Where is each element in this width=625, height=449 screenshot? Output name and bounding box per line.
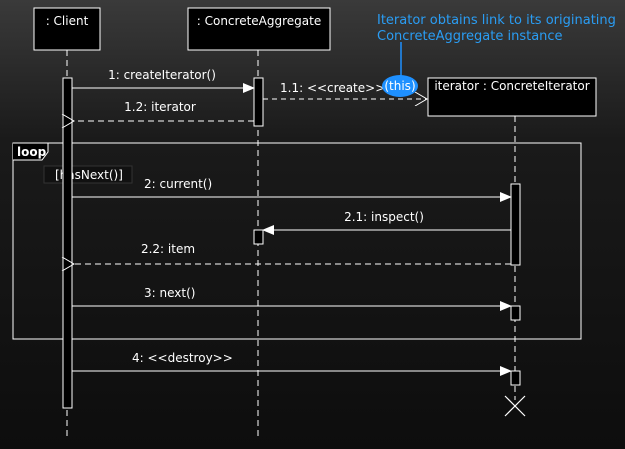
activation-client <box>62 77 73 409</box>
message-1-label: 1: createIterator() <box>108 68 216 82</box>
message-1-2: 1.2: iterator <box>74 100 254 121</box>
activation-iterator-1 <box>510 183 521 266</box>
activation-aggregate-2 <box>253 229 264 245</box>
message-2: 2: current() <box>72 177 512 202</box>
loop-operator-label: loop <box>17 145 47 159</box>
message-2-label: 2: current() <box>144 177 212 191</box>
message-2-1: 2.1: inspect() <box>262 210 511 235</box>
message-4-label: 4: <<destroy>> <box>132 351 233 365</box>
lifeline-iterator-label: iterator : ConcreteIterator <box>434 79 589 93</box>
loop-fragment: loop [hasNext()] <box>12 142 582 340</box>
note-line-1: Iterator obtains link to its originating <box>377 13 616 28</box>
message-1-1: 1.1: <<create>> <box>263 81 427 99</box>
destroy-marker <box>504 395 526 417</box>
message-1: 1: createIterator() <box>72 68 255 93</box>
note-bubble: (this) Iterator obtains link to its orig… <box>377 13 616 97</box>
message-1-2-label: 1.2: iterator <box>124 100 196 114</box>
lifeline-aggregate: : ConcreteAggregate <box>187 7 331 440</box>
activation-iterator-2 <box>510 305 521 321</box>
message-2-2-label: 2.2: item <box>141 242 195 256</box>
message-2-1-label: 2.1: inspect() <box>344 210 424 224</box>
message-1-1-label: 1.1: <<create>> <box>280 81 385 95</box>
message-4: 4: <<destroy>> <box>72 351 512 376</box>
message-3: 3: next() <box>72 286 512 311</box>
lifeline-client-label: : Client <box>46 14 89 28</box>
this-bubble <box>382 75 418 97</box>
note-line-2: ConcreteAggregate instance <box>377 29 563 44</box>
lifeline-aggregate-label: : ConcreteAggregate <box>197 14 321 28</box>
this-bubble-label: (this) <box>384 79 415 93</box>
activation-aggregate-1 <box>253 77 264 127</box>
message-2-2: 2.2: item <box>74 242 511 264</box>
message-3-label: 3: next() <box>144 286 195 300</box>
activation-iterator-3 <box>510 370 521 386</box>
